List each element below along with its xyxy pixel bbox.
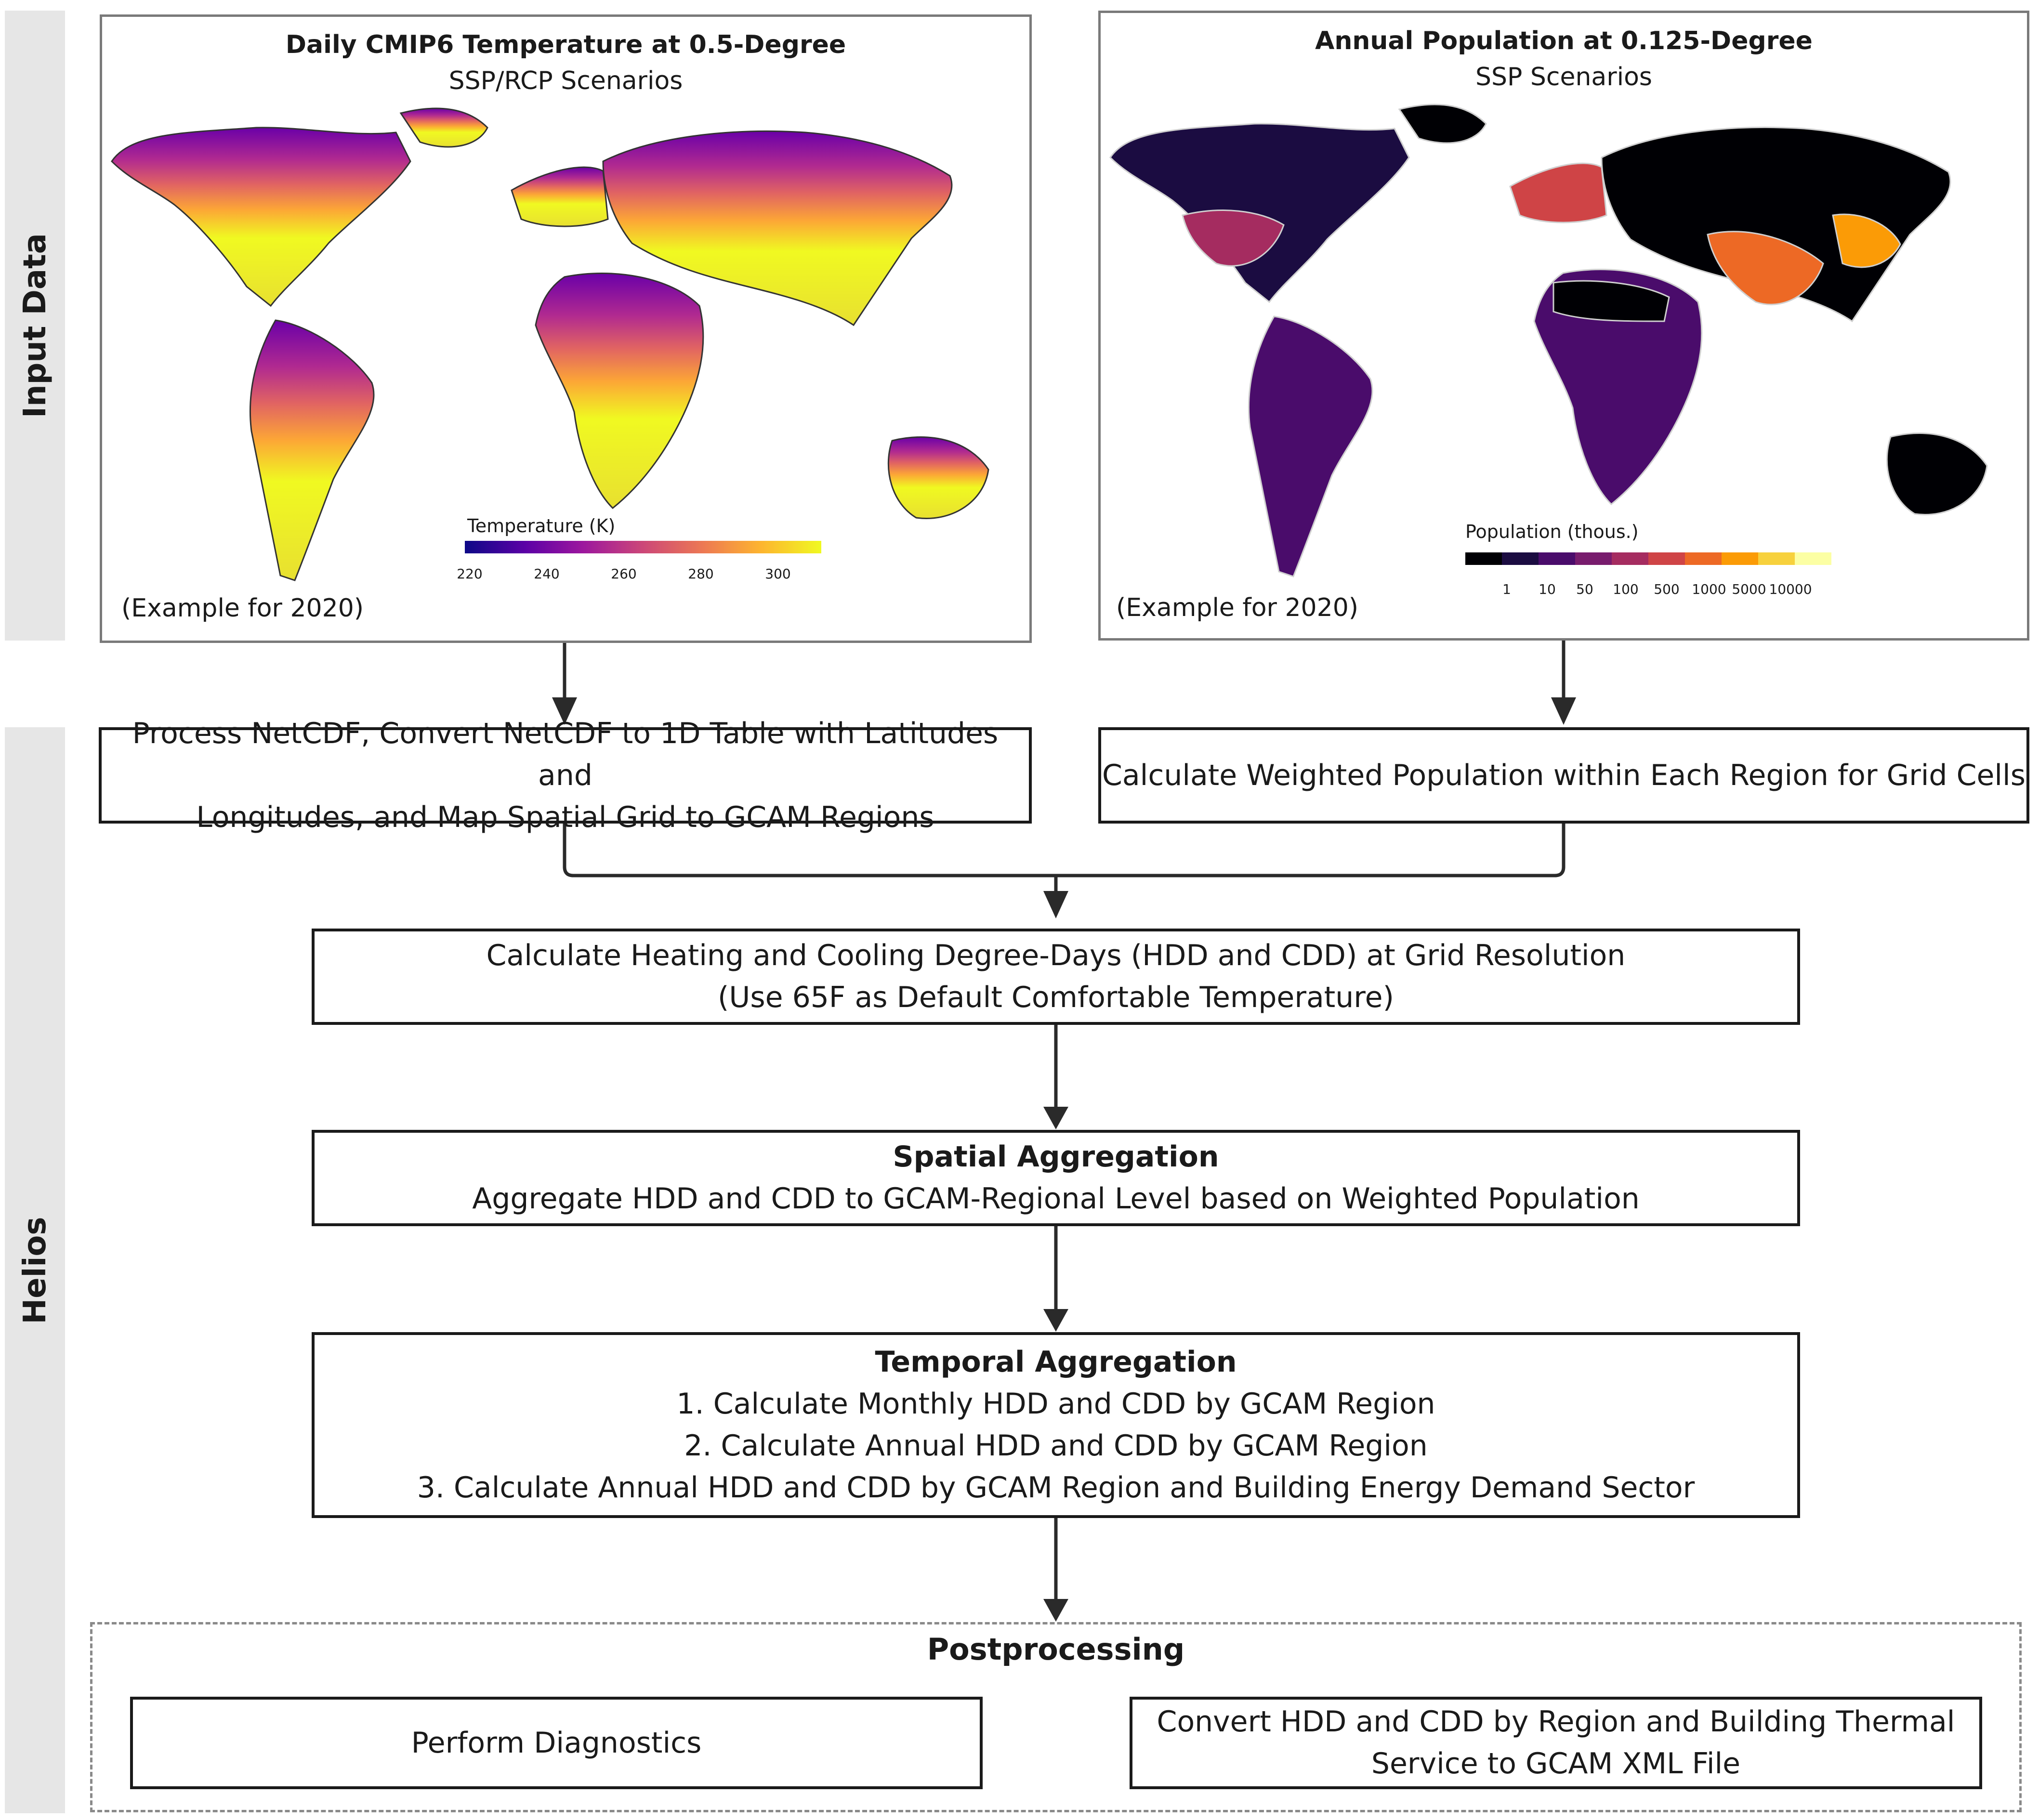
temperature-panel-title: Daily CMIP6 Temperature at 0.5-Degree	[285, 30, 846, 59]
input-data-band: Input Data	[5, 11, 65, 641]
spatial-aggregation-heading: Spatial Aggregation	[893, 1140, 1219, 1174]
temperature-world-map	[111, 107, 989, 581]
population-tick: 1	[1502, 581, 1511, 597]
weighted-population-box: Calculate Weighted Population within Eac…	[1098, 727, 2029, 824]
convert-xml-line1: Convert HDD and CDD by Region and Buildi…	[1157, 1705, 1955, 1739]
temperature-legend-title: Temperature (K)	[467, 515, 616, 537]
process-netcdf-line2: Longitudes, and Map Spatial Grid to GCAM…	[196, 800, 934, 834]
temporal-aggregation-item: 3. Calculate Annual HDD and CDD by GCAM …	[417, 1471, 1695, 1505]
weighted-population-line1: Calculate Weighted Population within Eac…	[1102, 758, 2026, 792]
convert-xml-box: Convert HDD and CDD by Region and Buildi…	[1130, 1697, 1982, 1789]
temperature-tick: 300	[765, 566, 791, 582]
process-netcdf-line1: Process NetCDF, Convert NetCDF to 1D Tab…	[132, 716, 999, 792]
population-example-note: (Example for 2020)	[1116, 593, 1359, 622]
process-netcdf-box: Process NetCDF, Convert NetCDF to 1D Tab…	[99, 717, 1032, 834]
temporal-aggregation-box: Temporal Aggregation 1. Calculate Monthl…	[312, 1332, 1800, 1518]
convert-xml-line2: Service to GCAM XML File	[1371, 1747, 1741, 1781]
degree-days-line2: (Use 65F as Default Comfortable Temperat…	[718, 981, 1394, 1014]
temperature-colorbar	[465, 541, 821, 553]
population-tick: 5000	[1732, 581, 1766, 597]
population-tick: 500	[1654, 581, 1680, 597]
population-tick: 50	[1576, 581, 1593, 597]
population-tick: 100	[1613, 581, 1639, 597]
spatial-aggregation-line1: Aggregate HDD and CDD to GCAM-Regional L…	[472, 1182, 1640, 1216]
temperature-tick: 220	[457, 566, 483, 582]
population-tick: 10	[1539, 581, 1556, 597]
perform-diagnostics-box: Perform Diagnostics	[130, 1697, 983, 1789]
population-tick: 1000	[1692, 581, 1726, 597]
temporal-aggregation-item: 2. Calculate Annual HDD and CDD by GCAM …	[684, 1429, 1428, 1463]
temperature-panel-subtitle: SSP/RCP Scenarios	[448, 66, 683, 95]
temperature-tick: 280	[688, 566, 714, 582]
temperature-tick: 240	[534, 566, 560, 582]
temporal-aggregation-item: 1. Calculate Monthly HDD and CDD by GCAM…	[676, 1387, 1435, 1421]
postprocessing-heading: Postprocessing	[927, 1632, 1185, 1667]
population-tick: 10000	[1769, 581, 1812, 597]
population-panel-subtitle: SSP Scenarios	[1475, 63, 1653, 92]
population-legend-title: Population (thous.)	[1465, 521, 1639, 542]
temperature-example-note: (Example for 2020)	[121, 594, 364, 623]
population-colorbar	[1465, 552, 1831, 565]
spatial-aggregation-box: Spatial Aggregation Aggregate HDD and CD…	[312, 1130, 1800, 1226]
temporal-aggregation-heading: Temporal Aggregation	[875, 1345, 1237, 1379]
degree-days-line1: Calculate Heating and Cooling Degree-Day…	[486, 939, 1626, 972]
helios-band: Helios	[5, 727, 65, 1813]
population-panel: Annual Population at 0.125-Degree SSP Sc…	[1098, 11, 2029, 641]
temperature-tick: 260	[611, 566, 637, 582]
temperature-panel: Daily CMIP6 Temperature at 0.5-Degree SS…	[100, 14, 1032, 643]
population-panel-title: Annual Population at 0.125-Degree	[1315, 26, 1813, 55]
perform-diagnostics-label: Perform Diagnostics	[411, 1726, 702, 1760]
population-world-map	[1109, 104, 1988, 577]
degree-days-box: Calculate Heating and Cooling Degree-Day…	[312, 929, 1800, 1025]
